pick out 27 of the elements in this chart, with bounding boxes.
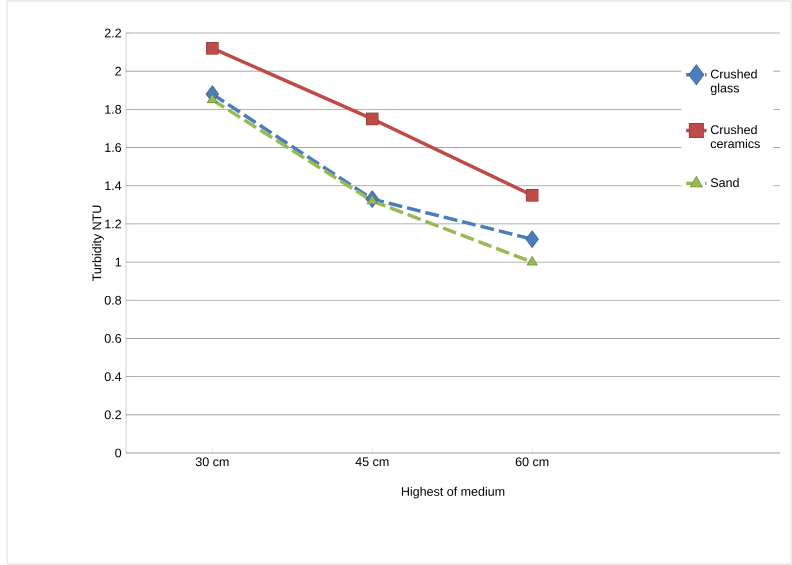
- x-tick-label: 30 cm: [196, 457, 229, 466]
- x-tick-label: 60 cm: [516, 457, 548, 466]
- legend-label: Sand: [710, 178, 739, 188]
- y-tick-label: 1.4: [105, 181, 122, 190]
- point: [206, 42, 219, 55]
- legend-label: Crushed glass: [710, 69, 757, 95]
- point: [366, 194, 378, 204]
- y-tick-label: 0.4: [104, 372, 122, 382]
- y-tick-label: 1.2: [105, 220, 122, 228]
- y-tick-label: 1.8: [105, 104, 122, 114]
- point: [525, 230, 539, 248]
- y-tick-label: 2.2: [104, 28, 122, 38]
- y-tick-label: 1.6: [105, 143, 122, 152]
- point: [526, 188, 538, 202]
- point: [366, 112, 379, 126]
- x-tick-label: 45 cm: [356, 457, 388, 466]
- y-tick-label: 0.8: [104, 296, 122, 305]
- y-tick-label: 2: [115, 66, 122, 76]
- point: [206, 94, 218, 104]
- y-tick-label: 0.6: [104, 334, 122, 343]
- y-tick-label: 0: [115, 448, 122, 458]
- x-axis-title: Highest of medium: [402, 486, 504, 498]
- y-tick-label: 1: [116, 258, 122, 266]
- y-axis-title: Turbidity NTU: [92, 206, 104, 282]
- legend-label: Crushed ceramics: [710, 124, 760, 148]
- point: [526, 256, 538, 266]
- y-tick-label: 0.2: [104, 410, 122, 420]
